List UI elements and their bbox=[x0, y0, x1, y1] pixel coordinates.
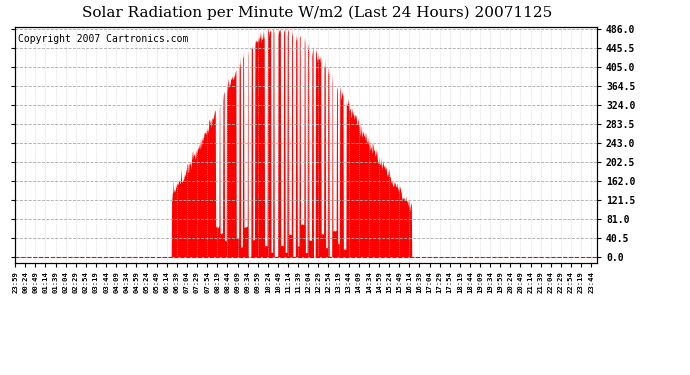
Text: Solar Radiation per Minute W/m2 (Last 24 Hours) 20071125: Solar Radiation per Minute W/m2 (Last 24… bbox=[82, 6, 553, 20]
Text: Copyright 2007 Cartronics.com: Copyright 2007 Cartronics.com bbox=[18, 34, 188, 44]
